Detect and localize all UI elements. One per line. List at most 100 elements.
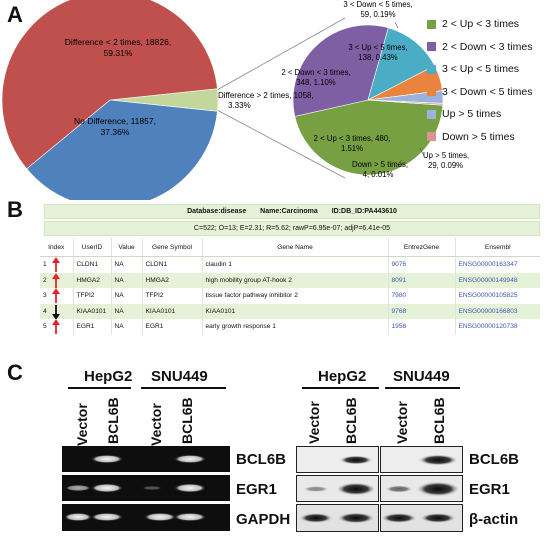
gel-band xyxy=(91,483,123,493)
ensembl-link[interactable]: ENSG00000163347 xyxy=(454,256,540,273)
detail-label-down5: Down > 5 times, 4, 0.01% xyxy=(352,160,408,179)
userid-cell: KIAA0101 xyxy=(72,303,111,319)
blot-band xyxy=(339,455,373,465)
panel-label-c: C xyxy=(7,360,23,385)
legend-swatch xyxy=(427,64,436,74)
gene-table: Index UserID Value Gene Symbol Gene Name… xyxy=(40,238,540,335)
main-label-nodiff: No Difference, 11857, 37.36% xyxy=(74,116,156,137)
main-pie xyxy=(1,0,219,200)
col-header-index: Index xyxy=(40,238,73,257)
database-label: Database:disease xyxy=(187,208,247,215)
lane-label: Vector xyxy=(148,403,164,446)
down-arrow-icon xyxy=(52,304,60,319)
legend-item: 2 < Up < 3 times xyxy=(427,14,547,34)
up-arrow-icon xyxy=(52,257,60,272)
col-header-ensembl: Ensembl xyxy=(454,238,540,257)
col-header-name: Gene Name xyxy=(201,238,388,257)
blot-band xyxy=(299,513,333,523)
main-label-diff-lt2: Difference < 2 times, 18826, 59.31% xyxy=(65,37,171,58)
hepg2-bracket-right xyxy=(302,387,379,389)
col-header-value: Value xyxy=(110,238,142,257)
band-label-bcl6b-right: BCL6B xyxy=(469,451,520,468)
entrez-link[interactable]: 7980 xyxy=(387,288,455,304)
cell-line-snu449-right: SNU449 xyxy=(393,368,450,385)
blot-band xyxy=(385,485,413,493)
legend-item: 3 < Down < 5 times xyxy=(427,82,547,102)
legend-swatch xyxy=(427,19,436,29)
band-label-bcl6b-left: BCL6B xyxy=(236,451,287,468)
main-label-diff-gt2: Difference > 2 times, 1058, 3.33% xyxy=(218,91,314,110)
userid-cell: CLDN1 xyxy=(72,256,111,273)
value-cell: NA xyxy=(110,303,142,319)
band-label-egr1-left: EGR1 xyxy=(236,481,277,498)
table-row: 2 HMGA2 NA HMGA2 high mobility group AT-… xyxy=(40,272,540,288)
row-index: 2 xyxy=(43,276,47,284)
legend-item: 2 < Down < 3 times xyxy=(427,37,547,57)
ensembl-link[interactable]: ENSG00000166803 xyxy=(454,303,540,319)
panel-label-b: B xyxy=(7,197,23,222)
legend-label: 2 < Up < 3 times xyxy=(442,18,520,30)
blot-band xyxy=(381,513,417,523)
up-arrow-icon xyxy=(52,272,60,288)
value-cell: NA xyxy=(110,256,142,273)
table-row: 4 KIAA0101 NA KIAA0101 KIAA0101 9768 ENS… xyxy=(40,303,540,319)
entrez-link[interactable]: 8091 xyxy=(387,272,455,288)
symbol-cell: HMGA2 xyxy=(141,272,202,288)
entrez-link[interactable]: 9768 xyxy=(387,303,455,319)
legend-label: 2 < Down < 3 times xyxy=(442,40,533,53)
legend-item: Down > 5 times xyxy=(427,127,547,147)
table-row: 3 TFPI2 NA TFPI2 tissue factor pathway i… xyxy=(40,288,540,304)
cell-line-hepg2-left: HepG2 xyxy=(84,368,133,385)
entrez-link[interactable]: 1958 xyxy=(387,319,455,335)
gel-band xyxy=(174,512,206,522)
legend-label: 3 < Up < 5 times xyxy=(442,63,520,76)
gene-name-cell: early growth response 1 xyxy=(201,319,388,335)
lane-label: BCL6B xyxy=(179,397,195,444)
col-header-entrez: EntrezGene xyxy=(387,238,455,257)
legend-label: Down > 5 times xyxy=(442,130,515,143)
blot-band xyxy=(418,454,458,466)
blot-band xyxy=(416,481,460,497)
detail-label-up35: 3 < Up < 5 times, 138, 0.43% xyxy=(348,43,407,62)
gene-name-cell: tissue factor pathway inhibitor 2 xyxy=(201,288,388,304)
row-index: 4 xyxy=(43,307,47,315)
col-header-symbol: Gene Symbol xyxy=(141,238,202,257)
index-cell: 1 xyxy=(40,257,73,273)
lane-label: Vector xyxy=(394,401,410,444)
entrez-link[interactable]: 9076 xyxy=(387,256,455,273)
gene-name-cell: KIAA0101 xyxy=(201,303,388,319)
ensembl-link[interactable]: ENSG00000120738 xyxy=(454,319,540,335)
symbol-cell: CLDN1 xyxy=(141,256,202,273)
pie-slice xyxy=(26,99,218,200)
ensembl-link[interactable]: ENSG00000105825 xyxy=(454,288,540,304)
band-label-gapdh: GAPDH xyxy=(236,511,291,528)
table-header-row: Index UserID Value Gene Symbol Gene Name… xyxy=(40,238,540,257)
pie-charts: Difference < 2 times, 18826, 59.31% No Di… xyxy=(1,0,469,200)
table-stats-bar: C=522; O=13; E=2.31; R=5.62; rawP=6.95e-… xyxy=(44,221,540,236)
gel-band xyxy=(142,486,162,490)
pie-legend: 2 < Up < 3 times 2 < Down < 3 times 3 < … xyxy=(427,14,547,150)
symbol-cell: EGR1 xyxy=(141,319,202,335)
western-blot xyxy=(296,446,463,532)
gene-name-cell: claudin 1 xyxy=(201,256,388,273)
db-id-label: ID:DB_ID:PA443610 xyxy=(331,208,397,215)
label-leader-up5 xyxy=(419,147,425,157)
gene-name-cell: high mobility group AT-hook 2 xyxy=(201,272,388,288)
value-cell: NA xyxy=(110,319,142,335)
lane-label: BCL6B xyxy=(343,397,359,444)
gene-table-body: 1 CLDN1 NA CLDN1 claudin 1 9076 ENSG0000… xyxy=(40,256,540,335)
lane-label: Vector xyxy=(306,401,322,444)
col-header-userid: UserID xyxy=(72,238,111,257)
pie-slice xyxy=(292,24,389,117)
pie-connector-top xyxy=(216,17,346,91)
pie-slice xyxy=(367,27,436,101)
ensembl-link[interactable]: ENSG00000149948 xyxy=(454,272,540,288)
band-label-beta-actin: β-actin xyxy=(469,511,519,528)
index-cell: 3 xyxy=(40,288,73,304)
legend-swatch xyxy=(427,132,436,142)
userid-cell: HMGA2 xyxy=(72,272,111,288)
detail-label-down23: 2 < Down < 3 times, 348, 1.10% xyxy=(281,68,350,87)
detail-label-up5: Up > 5 times, 29, 0.09% xyxy=(423,151,469,170)
index-cell: 2 xyxy=(40,272,73,288)
legend-swatch xyxy=(427,109,436,119)
